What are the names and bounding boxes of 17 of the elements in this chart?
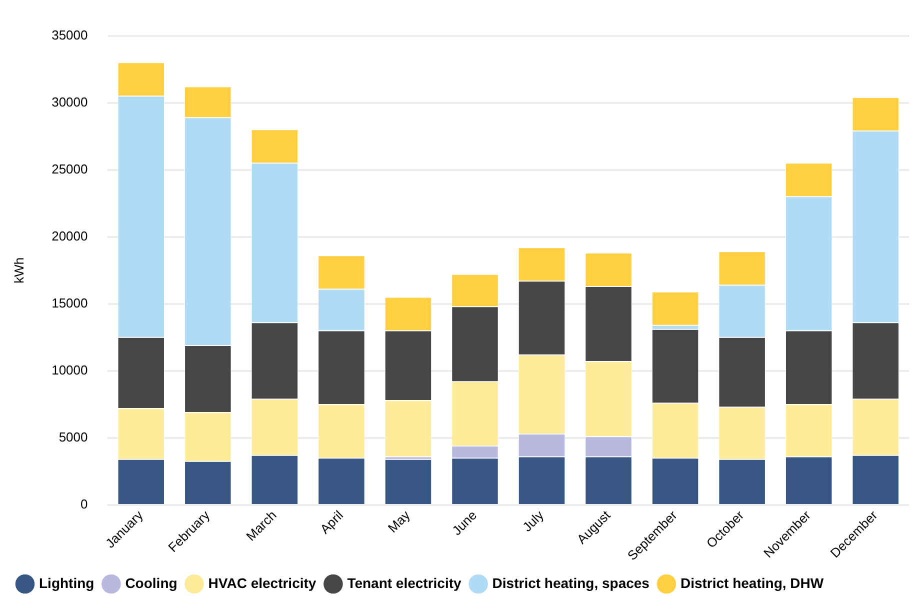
y-tick-label: 15000 bbox=[52, 295, 88, 310]
y-tick-label: 10000 bbox=[52, 362, 88, 378]
legend-label: HVAC electricity bbox=[208, 574, 316, 591]
legend-label: Lighting bbox=[39, 574, 94, 591]
y-tick-label: 25000 bbox=[52, 161, 88, 176]
x-tick-label: July bbox=[519, 507, 547, 535]
legend-label: Cooling bbox=[125, 574, 178, 591]
legend-label: Tenant electricity bbox=[347, 574, 462, 591]
y-tick-label: 5000 bbox=[58, 430, 88, 445]
legend-label: District heating, spaces bbox=[492, 574, 650, 591]
y-tick-label: 35000 bbox=[52, 27, 88, 42]
y-tick-label: 0 bbox=[80, 496, 88, 512]
legend-label: District heating, DHW bbox=[680, 574, 824, 591]
y-tick-label: 20000 bbox=[52, 228, 88, 244]
x-tick-label: May bbox=[384, 507, 414, 536]
y-axis-title: kWh bbox=[11, 257, 26, 284]
y-tick-label: 30000 bbox=[52, 94, 88, 110]
